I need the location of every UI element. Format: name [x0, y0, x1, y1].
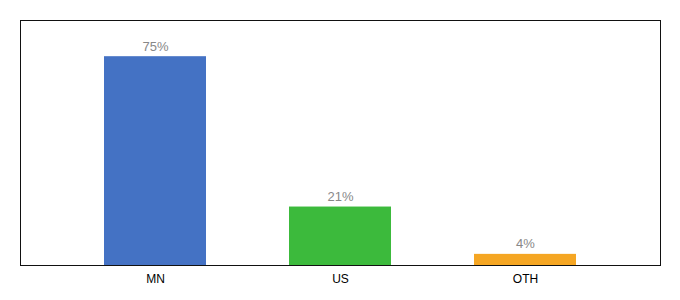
svg-text:MN: MN — [146, 272, 165, 286]
svg-text:4%: 4% — [516, 236, 535, 251]
svg-text:OTH: OTH — [513, 272, 538, 286]
svg-text:US: US — [332, 272, 349, 286]
svg-text:75%: 75% — [142, 39, 168, 54]
svg-text:21%: 21% — [327, 189, 353, 204]
